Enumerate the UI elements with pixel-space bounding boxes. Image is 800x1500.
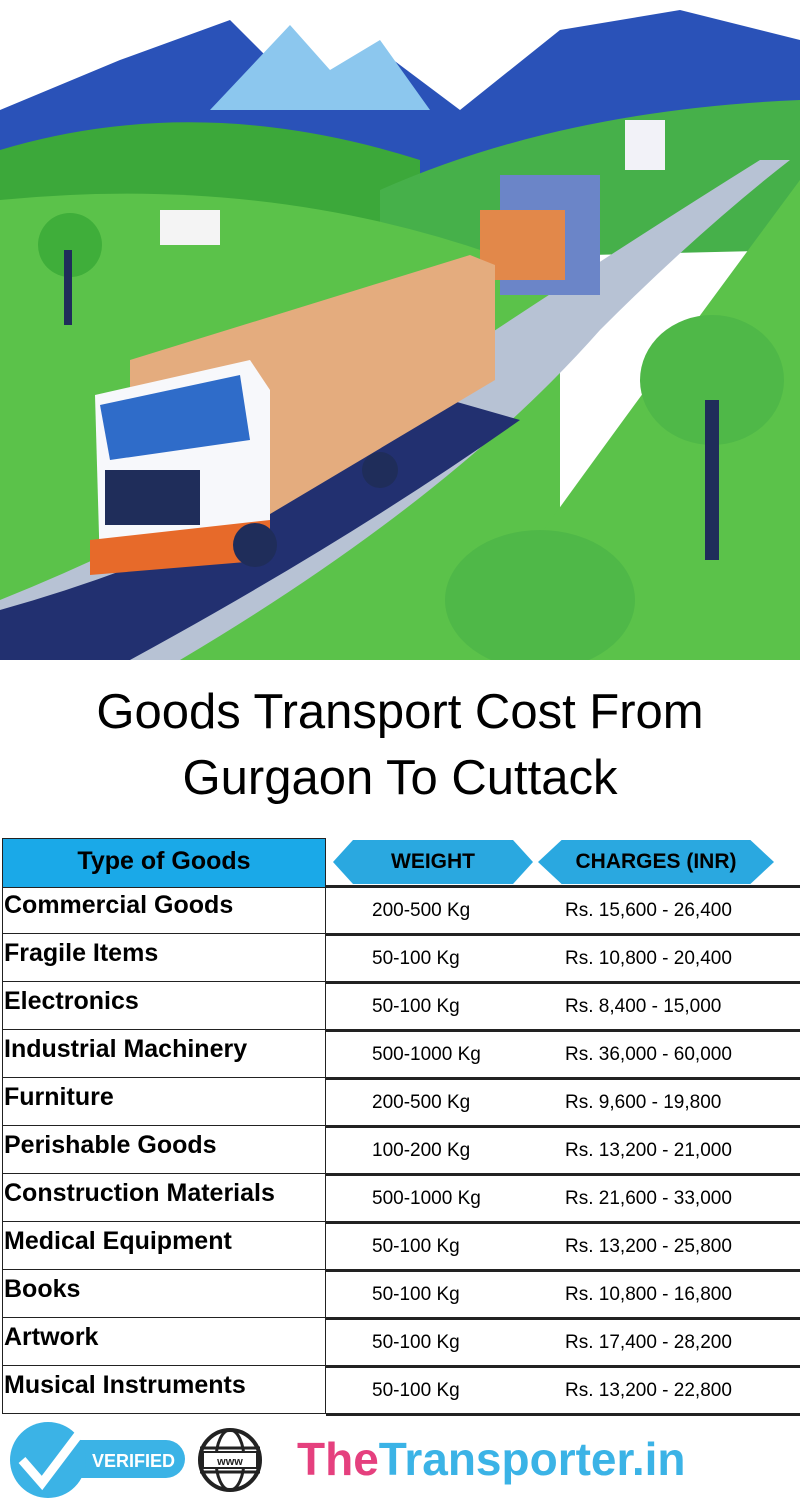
header-weight: WEIGHT — [333, 840, 533, 884]
goods-type: Musical Instruments — [4, 1371, 246, 1399]
goods-type: Perishable Goods — [4, 1131, 217, 1159]
charges-value: Rs. 8,400 - 15,000 — [565, 996, 722, 1017]
page-title-line2: Gurgaon To Cuttack — [182, 751, 618, 805]
weight-value: 200-500 Kg — [372, 1092, 471, 1113]
www-label: www — [216, 1456, 243, 1468]
row-divider — [326, 1029, 800, 1032]
goods-cell — [2, 1222, 326, 1270]
footer: VERIFIED www — [0, 1418, 800, 1500]
weight-value: 50-100 Kg — [372, 1332, 460, 1353]
goods-cell — [2, 934, 326, 982]
charges-value: Rs. 9,600 - 19,800 — [565, 1092, 722, 1113]
header-type-of-goods: Type of Goods — [2, 838, 326, 888]
weight-value: 50-100 Kg — [372, 996, 460, 1017]
brand-part2: Transporter.in — [378, 1433, 686, 1485]
charges-value: Rs. 17,400 - 28,200 — [565, 1332, 732, 1353]
goods-type: Industrial Machinery — [4, 1035, 248, 1063]
goods-type: Furniture — [4, 1083, 114, 1111]
weight-value: 50-100 Kg — [372, 1236, 460, 1257]
goods-type: Electronics — [4, 987, 139, 1015]
charges-value: Rs. 10,800 - 16,800 — [565, 1284, 732, 1305]
charges-value: Rs. 13,200 - 22,800 — [565, 1380, 732, 1401]
row-divider — [326, 1269, 800, 1272]
row-divider — [326, 1077, 800, 1080]
charges-value: Rs. 13,200 - 25,800 — [565, 1236, 732, 1257]
goods-type: Commercial Goods — [4, 891, 234, 919]
goods-cell — [2, 982, 326, 1030]
row-divider — [326, 1413, 800, 1416]
goods-cell — [2, 1078, 326, 1126]
goods-type: Books — [4, 1275, 81, 1303]
goods-cell — [2, 1366, 326, 1414]
row-divider — [326, 1365, 800, 1368]
charges-value: Rs. 13,200 - 21,000 — [565, 1140, 732, 1161]
goods-cell — [2, 1174, 326, 1222]
row-divider — [326, 933, 800, 936]
charges-value: Rs. 21,600 - 33,000 — [565, 1188, 732, 1209]
charges-value: Rs. 15,600 - 26,400 — [565, 900, 732, 921]
charges-value: Rs. 10,800 - 20,400 — [565, 948, 732, 969]
row-divider — [326, 1125, 800, 1128]
row-divider — [326, 1221, 800, 1224]
goods-cell — [2, 1030, 326, 1078]
row-divider — [326, 981, 800, 984]
goods-cell — [2, 1270, 326, 1318]
weight-value: 500-1000 Kg — [372, 1188, 481, 1209]
truck-landscape-illustration — [0, 0, 800, 660]
page-title-line1: Goods Transport Cost From — [96, 685, 704, 739]
weight-value: 100-200 Kg — [372, 1140, 471, 1161]
weight-value: 500-1000 Kg — [372, 1044, 481, 1065]
verified-badge-icon: VERIFIED — [10, 1422, 185, 1498]
brand-logo-text: TheTransporter.in — [297, 1432, 686, 1486]
globe-www-icon: www — [198, 1428, 262, 1492]
row-divider — [326, 885, 800, 888]
goods-type: Fragile Items — [4, 939, 159, 967]
weight-value: 50-100 Kg — [372, 1284, 460, 1305]
goods-type: Construction Materials — [4, 1179, 275, 1207]
charges-value: Rs. 36,000 - 60,000 — [565, 1044, 732, 1065]
weight-value: 50-100 Kg — [372, 1380, 460, 1401]
row-divider — [326, 1173, 800, 1176]
goods-cell — [2, 886, 326, 934]
weight-value: 50-100 Kg — [372, 948, 460, 969]
goods-cell — [2, 1318, 326, 1366]
row-divider — [326, 1317, 800, 1320]
goods-type: Artwork — [4, 1323, 99, 1351]
header-charges: CHARGES (INR) — [538, 840, 774, 884]
weight-value: 200-500 Kg — [372, 900, 471, 921]
brand-part1: The — [297, 1433, 379, 1485]
goods-type: Medical Equipment — [4, 1227, 232, 1255]
goods-cell — [2, 1126, 326, 1174]
verified-label: VERIFIED — [92, 1451, 175, 1471]
